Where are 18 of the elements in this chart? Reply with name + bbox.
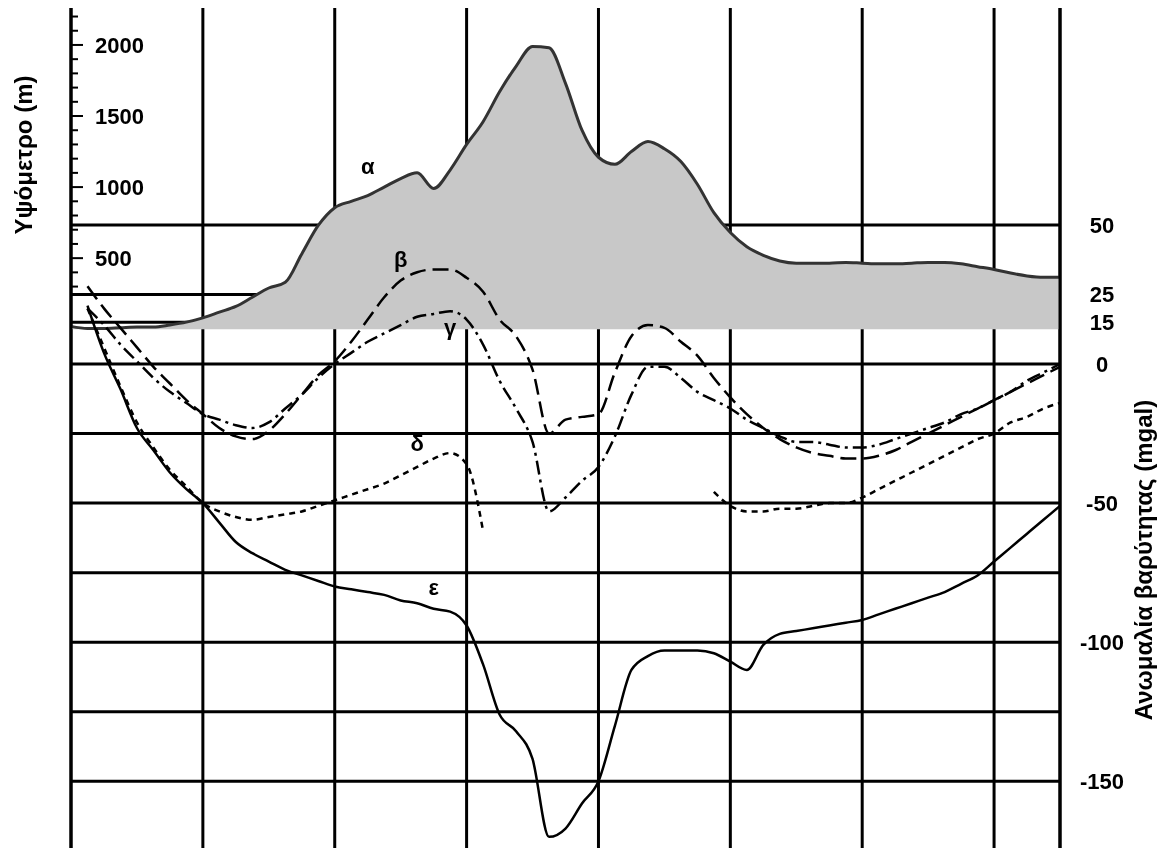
- y2-tick-label: 0: [1095, 351, 1109, 377]
- y2-tick-label: -50: [1086, 490, 1118, 516]
- y2-tick-label: -150: [1079, 768, 1125, 794]
- series-label: γ: [443, 315, 457, 341]
- y-axis-title: Υψόμετρο (m): [10, 75, 37, 235]
- y-tick-label: 1500: [95, 103, 144, 129]
- series-label: δ: [410, 430, 424, 456]
- y-tick-label: 1000: [95, 174, 144, 200]
- y2-tick-label: 15: [1089, 310, 1115, 335]
- y-tick-label: 2000: [95, 32, 144, 58]
- y2-tick-label: 25: [1089, 282, 1115, 308]
- y2-axis-title: Ανωμαλία βαρύτητας (mgal): [1130, 399, 1157, 721]
- series-label: ε: [428, 574, 440, 600]
- y2-tick-label: -100: [1079, 629, 1125, 655]
- series-label: β: [393, 246, 408, 272]
- y2-tick-label: 50: [1089, 212, 1115, 238]
- series-label: α: [360, 153, 375, 179]
- y-tick-label: 500: [95, 245, 132, 271]
